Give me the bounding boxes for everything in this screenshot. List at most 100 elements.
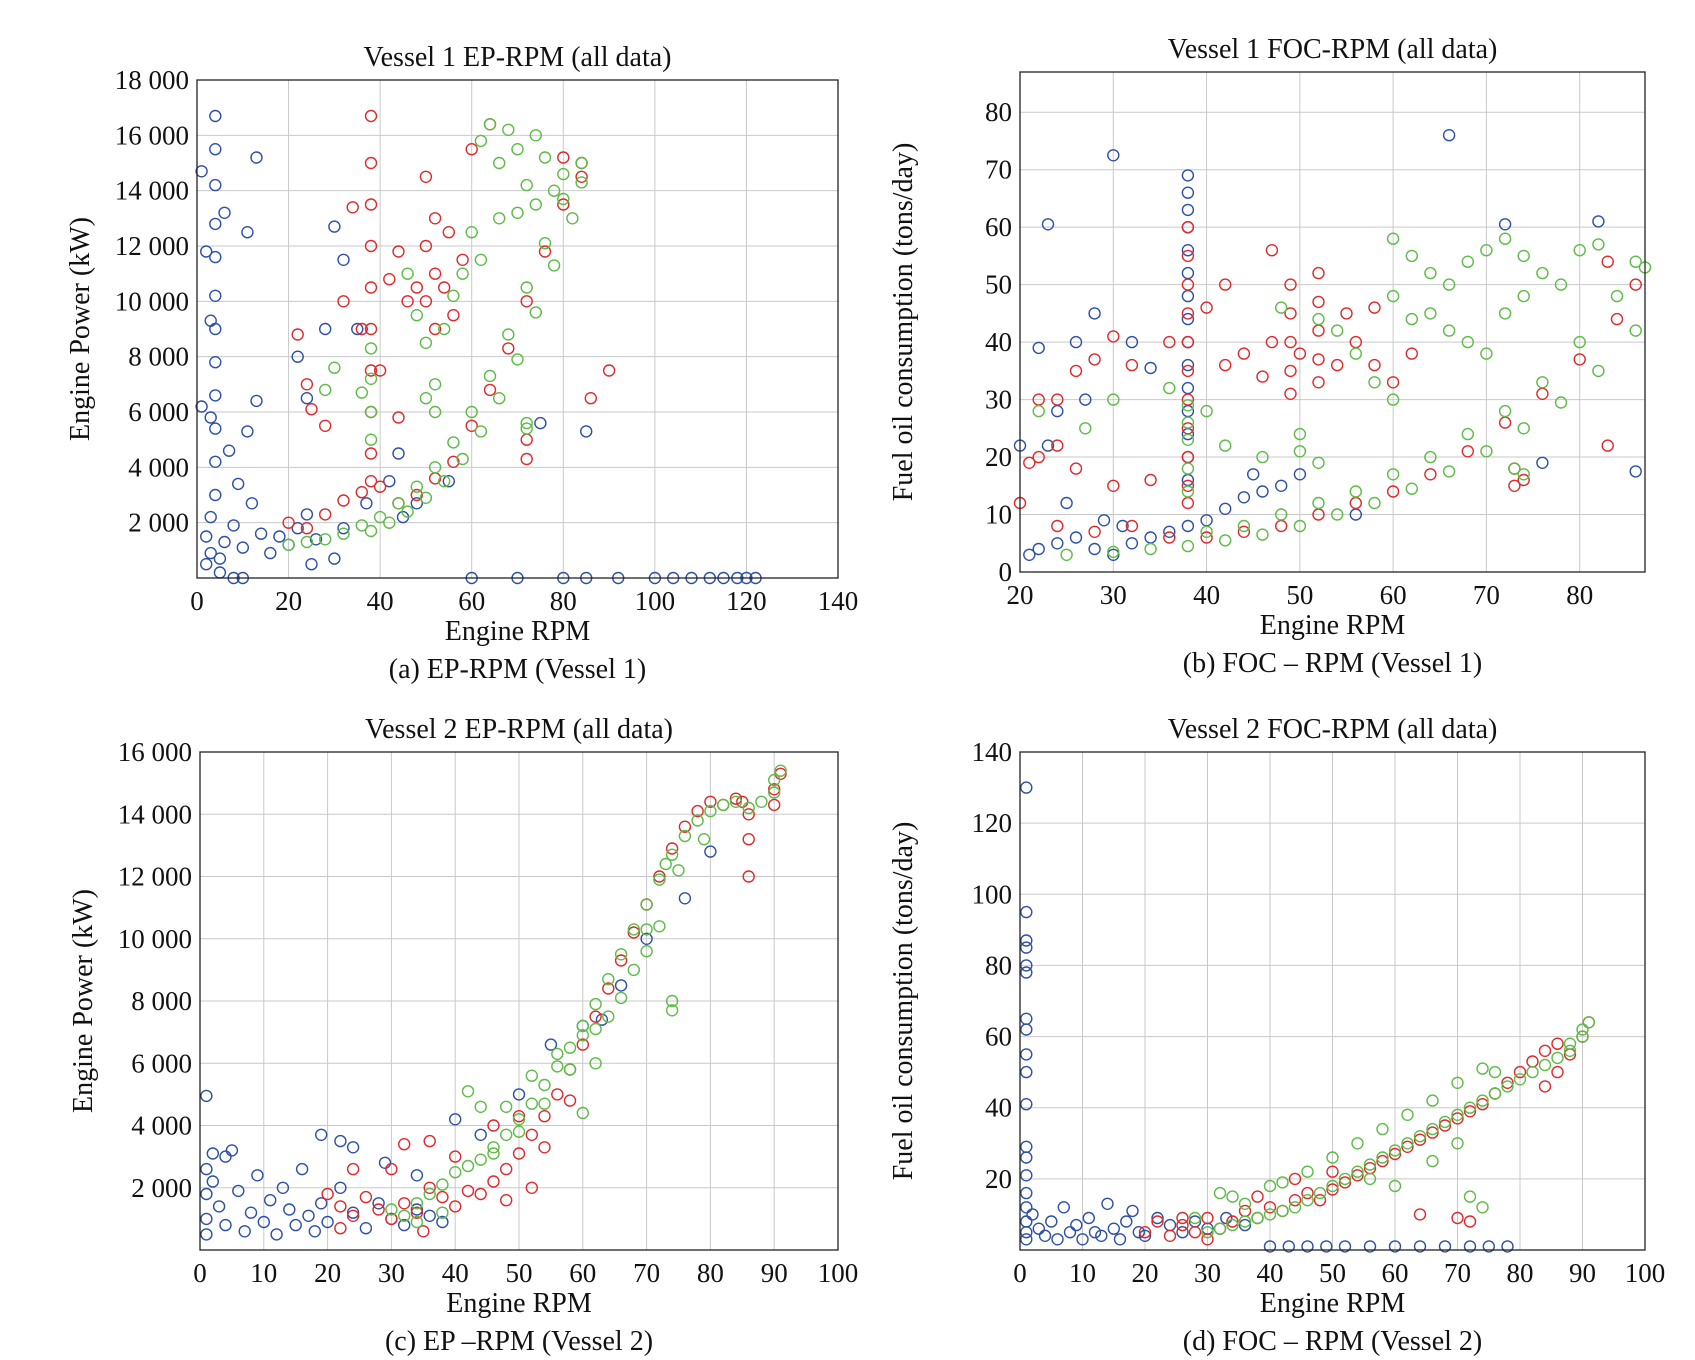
data-point-green (1536, 376, 1549, 389)
data-point-red (1265, 335, 1279, 349)
data-point-green (1213, 1222, 1227, 1235)
plot-frame-b (1019, 71, 1646, 573)
data-point-blue (1125, 537, 1139, 550)
data-point-green (529, 306, 542, 319)
x-tick-label: 40 (1193, 580, 1220, 610)
data-point-green (328, 361, 341, 374)
data-point-blue (209, 455, 222, 468)
panel-d: 0 10 20 30 40 50 60 70 80 90 10020406080100120140 … (888, 714, 1665, 1357)
data-point-red (1476, 1097, 1489, 1111)
caption-c: (c) EP –RPM (Vessel 2) (385, 1326, 653, 1357)
data-point-blue (209, 289, 222, 302)
data-point-red (538, 1141, 551, 1154)
data-point-red (372, 1203, 385, 1216)
data-point-red (1284, 364, 1297, 378)
y-tick-label: 8 000 (128, 342, 189, 372)
data-point-blue (289, 1218, 302, 1232)
data-point-red (602, 982, 615, 995)
data-point-blue (212, 1200, 226, 1213)
data-point-red (627, 926, 640, 939)
data-point-red (1313, 1193, 1327, 1207)
data-point-green (493, 392, 506, 405)
data-point-blue (1125, 335, 1139, 349)
data-point-red (398, 1197, 411, 1210)
data-point-green (1301, 1165, 1314, 1178)
data-point-red (364, 322, 378, 336)
data-point-red (1426, 1126, 1439, 1139)
data-point-red (768, 798, 781, 812)
data-point-green (398, 1209, 411, 1223)
data-point-red (1501, 1076, 1514, 1090)
data-point-blue (1020, 934, 1033, 947)
data-point-blue (1020, 1048, 1033, 1061)
data-point-green (1438, 1115, 1452, 1129)
data-point-red (447, 455, 460, 468)
x-tick-label: 40 (1257, 1258, 1284, 1288)
data-point-red (1551, 1037, 1564, 1050)
y-tick-label: 100 (972, 879, 1013, 909)
data-point-green (401, 267, 414, 280)
data-point-blue (1592, 215, 1605, 228)
data-point-red (1386, 485, 1400, 498)
data-point-blue (1041, 439, 1055, 452)
data-point-blue (213, 552, 227, 565)
data-point-green (627, 963, 640, 977)
data-point-red (364, 447, 378, 460)
data-point-blue (200, 1089, 213, 1103)
data-point-green (1426, 1154, 1439, 1168)
data-point-blue (1038, 1229, 1052, 1243)
data-point-red (1181, 335, 1195, 349)
data-point-red (1274, 519, 1288, 533)
data-point-green (602, 973, 615, 986)
data-point-blue (678, 892, 692, 905)
data-point-green (575, 156, 588, 170)
data-point-blue (410, 1169, 424, 1182)
data-point-green (1573, 243, 1586, 257)
data-point-blue (264, 546, 277, 560)
data-point-green (547, 184, 561, 197)
data-point-blue (200, 1212, 213, 1226)
data-point-red (1181, 278, 1195, 291)
data-point-blue (219, 1150, 232, 1163)
data-point-blue (1070, 1218, 1083, 1232)
data-point-blue (209, 488, 222, 502)
data-point-red (1144, 473, 1157, 487)
grid-c (199, 751, 839, 1250)
data-point-red (487, 1119, 500, 1132)
data-point-green (672, 864, 685, 877)
data-point-red (461, 1184, 475, 1198)
data-point-green (1386, 232, 1400, 245)
data-point-red (346, 201, 359, 214)
data-point-green (1163, 381, 1176, 395)
data-point-red (1088, 353, 1101, 366)
data-point-green (538, 151, 552, 164)
chart-title-d: Vessel 2 FOC-RPM (all data) (1168, 714, 1498, 745)
data-point-blue (614, 979, 628, 992)
data-point-green (385, 1203, 398, 1216)
data-point-blue (1060, 496, 1073, 510)
data-point-red (502, 342, 515, 355)
data-point-blue (334, 1134, 347, 1148)
data-point-green (1563, 1037, 1577, 1050)
data-point-green (1451, 1108, 1464, 1122)
data-point-blue (204, 510, 217, 524)
data-point-blue (1107, 1222, 1121, 1235)
data-point-green (364, 342, 378, 355)
data-point-blue (1181, 381, 1195, 395)
data-point-red (768, 783, 781, 796)
data-point-blue (209, 250, 222, 264)
data-point-red (1463, 1105, 1477, 1118)
data-point-blue (410, 1203, 424, 1216)
data-point-blue (1020, 1225, 1033, 1239)
data-point-red (1237, 525, 1251, 538)
x-axis-label-b: Engine RPM (1260, 610, 1406, 641)
data-point-red (1401, 1140, 1414, 1154)
data-point-green (1238, 1215, 1252, 1228)
data-point-blue (534, 416, 547, 430)
data-point-red (538, 1109, 551, 1123)
data-point-blue (1151, 1211, 1164, 1225)
data-point-red (419, 170, 433, 184)
data-point-red (1051, 393, 1064, 406)
data-point-green (410, 1197, 424, 1210)
data-point-blue (1256, 485, 1269, 498)
